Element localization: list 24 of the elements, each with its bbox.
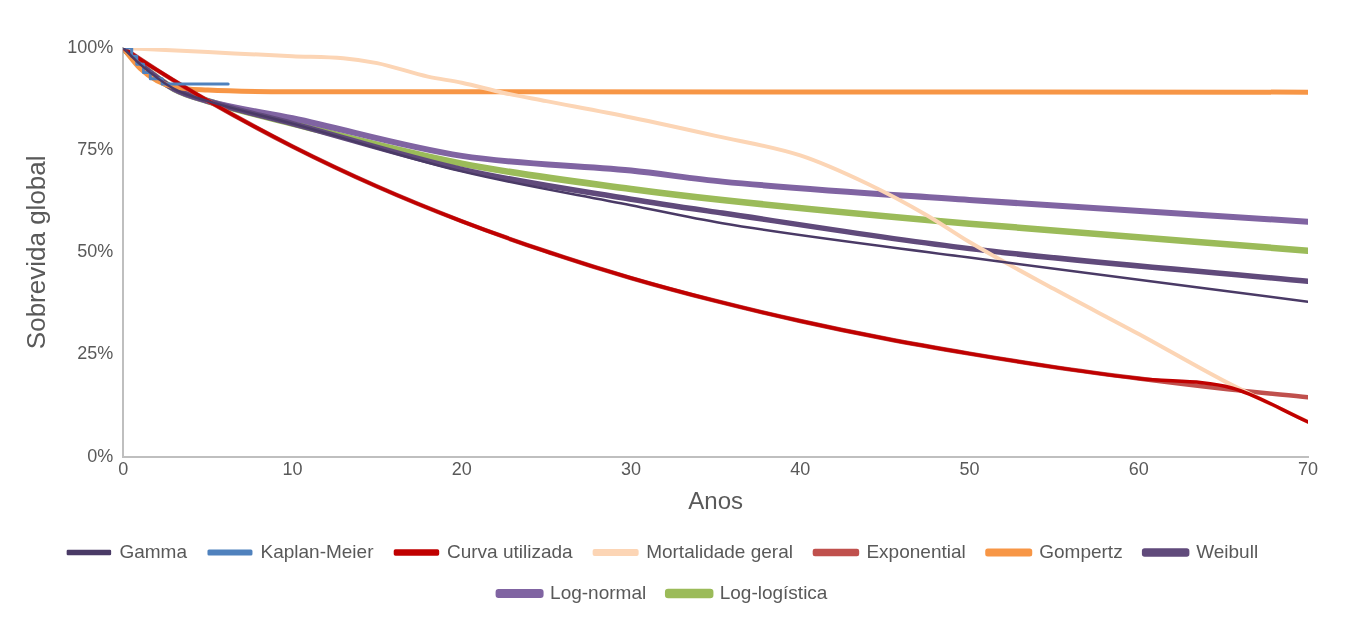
legend-label: Weibull <box>1196 540 1259 562</box>
x-axis-title: Anos <box>688 487 743 515</box>
x-tick-label: 30 <box>620 459 642 480</box>
y-tick-label: 100% <box>67 36 114 57</box>
legend-label: Curva utilizada <box>446 540 574 562</box>
legend-label: Mortalidade geral <box>646 540 793 562</box>
y-tick-label: 0% <box>87 445 114 466</box>
x-tick-label: 70 <box>1297 459 1319 480</box>
y-tick-label: 25% <box>77 343 114 364</box>
y-tick-label: 50% <box>77 241 114 262</box>
x-tick-label: 0 <box>118 459 129 480</box>
legend-label: Exponential <box>866 540 966 562</box>
x-tick-label: 50 <box>959 459 980 480</box>
x-tick-label: 10 <box>282 459 303 480</box>
y-tick-label: 75% <box>77 139 114 160</box>
y-axis-title: Sobrevida global <box>20 155 51 350</box>
x-tick-label: 20 <box>451 459 472 480</box>
legend-label: Kaplan-Meier <box>260 540 375 562</box>
legend-label: Gamma <box>119 540 188 562</box>
legend-label: Log-normal <box>550 581 647 603</box>
legend-label: Log-logística <box>719 581 828 603</box>
legend-label: Gompertz <box>1039 540 1123 562</box>
x-tick-label: 60 <box>1128 459 1149 480</box>
x-tick-label: 40 <box>790 459 811 480</box>
